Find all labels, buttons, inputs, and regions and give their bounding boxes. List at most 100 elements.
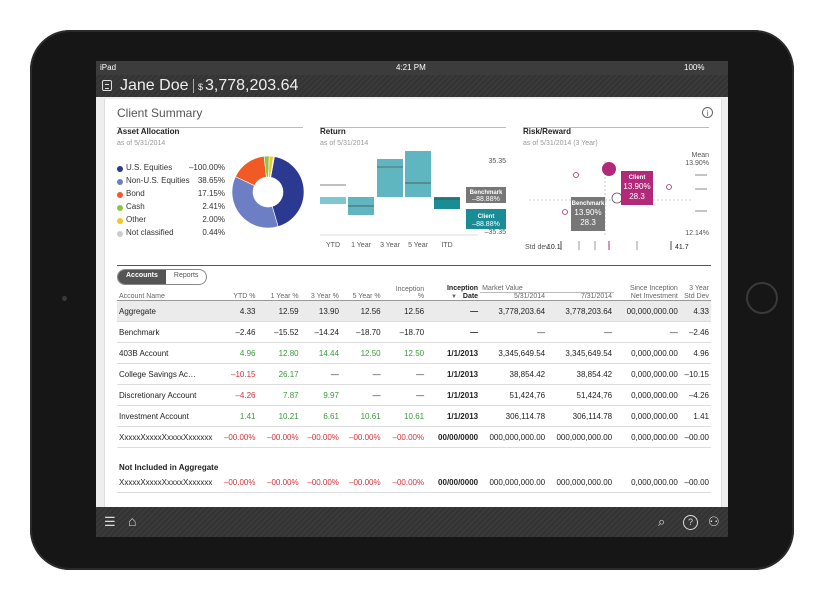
col-3year: 3 Year % [310,292,339,300]
cell-inception-date: — [426,300,481,322]
cell-ytd: 4.33 [214,300,258,322]
cell-std-dev: 4.33 [679,300,711,322]
cell-inc: — [382,384,427,406]
cell-ytd: –2.46 [214,321,258,343]
help-icon[interactable]: ? [683,515,698,530]
col-1year: 1 Year % [270,292,299,300]
table-row[interactable]: College Savings Ac… –10.15 26.17— — —1/1/201… [117,363,711,385]
legend-pct: 0.44% [202,228,225,237]
cell-net-investment: 0,000,000.00 [614,472,680,493]
search-icon[interactable]: ⌕ [658,514,666,529]
status-bar: iPad 4:21 PM 100% [96,61,728,75]
legend-pct: 38.65% [197,176,225,185]
risk-reward-asof: as of 5/31/2014 (3 Year) [523,140,598,147]
not-included-heading: Not Included in Aggregate [119,463,219,472]
benchmark-callout-value: –88.88% [472,196,500,203]
legend-item: Non-U.S. Equities 38.65% [117,176,225,189]
cell-mv1: — [480,321,548,343]
app-header: Jane Doe $3,778,203.64 [96,75,728,97]
allocation-legend: U.S. Equities –100.00% Non-U.S. Equities… [117,163,225,241]
scatter-point-highlight [602,162,616,176]
benchmark-callout-label: Benchmark [572,201,605,207]
account-name: Aggregate [117,300,215,322]
col-account-name: Account Name [119,292,165,300]
col-inception-date-2[interactable]: ▼ Date [450,292,479,300]
cell-std-dev: –00.00 [679,426,711,448]
info-icon[interactable]: i [702,107,713,118]
battery-level: 100% [684,63,705,72]
user-icon[interactable]: ⚇ [708,514,720,529]
client-summary-panel: Client Summary i Asset Allocation as of … [104,99,722,507]
return-bottom-value: –35.35 [485,229,507,236]
divider [117,265,711,266]
legend-pct: 2.41% [202,202,225,211]
camera [62,296,67,301]
cell-net-investment: 0,000,000.00 [614,363,680,385]
cell-mv1: 51,424,76 [480,384,548,406]
col-inception-date-1: Inception [446,285,479,293]
device-label: iPad [100,63,117,72]
cell-net-investment: 00,000,000.00 [614,300,680,322]
cell-y5: 12.56 [340,300,383,322]
legend-swatch [117,179,123,185]
asset-allocation-asof: as of 5/31/2014 [117,140,166,147]
legend-swatch [117,231,123,237]
sort-down-icon: ▼ [450,293,457,300]
cell-inc: –00.00% [382,426,427,448]
tab-reports[interactable]: Reports [173,272,199,279]
account-name: Discretionary Account [117,384,215,406]
bar-5year-client [405,151,431,197]
std-dev-max: 41.7 [675,244,689,251]
legend-item: Not classified 0.44% [117,228,225,241]
account-name: College Savings Ac… [117,363,215,385]
cell-mv2: — [547,321,615,343]
table-row[interactable]: Aggregate 4.33 12.59 13.90 12.56 12.56—3,778,… [117,300,711,322]
mean-top-value: 13.90% [685,160,709,167]
table-row[interactable]: Discretionary Account –4.26 7.87 9.97— —1/1/… [117,384,711,406]
cell-y1: 7.87 [257,384,301,406]
cell-y3: –00.00% [300,426,341,448]
cell-net-investment: 0,000,000.00 [614,405,680,427]
return-chart: 35.35 Benchmark –88.88% Client –88.88% –… [320,151,507,249]
std-dev-label: Std dev [525,244,549,251]
col-3year-std-2: Std Dev [684,292,709,300]
cell-net-investment: — [614,321,680,343]
cell-inc: 12.56 [382,300,427,322]
cell-ytd: 4.96 [214,342,258,364]
cell-mv1: 38,854.42 [480,363,548,385]
bar-3year-client [377,159,403,197]
cell-ytd: –00.00% [214,472,258,493]
benchmark-callout-label: Benchmark [470,190,503,196]
benchmark-callout [571,197,605,231]
hamburger-icon[interactable]: ☰ [104,514,116,529]
client-callout-value2: 28.3 [629,192,645,201]
cell-ytd: –4.26 [214,384,258,406]
table-row[interactable]: Benchmark –2.46 –15.52 –14.24 –18.70 –18.70— —… [117,321,711,343]
cell-inc: — [382,363,427,385]
cell-std-dev: –4.26 [679,384,711,406]
cell-mv2: 51,424,76 [547,384,615,406]
home-hardware-button[interactable] [746,282,778,314]
tab-accounts[interactable]: Accounts [118,270,166,284]
cell-ytd: –10.15 [214,363,258,385]
account-name: XxxxxXxxxxXxxxxXxxxxxx [117,426,215,448]
legend-item: U.S. Equities –100.00% [117,163,225,176]
benchmark-point [611,192,623,204]
table-row[interactable]: 403B Account 4.96 12.80 14.44 12.50 12.50 1/1/… [117,342,711,364]
legend-swatch [117,166,123,172]
scatter-point [666,184,672,190]
cell-mv2: 000,000,000.00 [547,472,615,493]
clock: 4:21 PM [396,63,426,72]
benchmark-callout [466,187,506,203]
bar-itd-client [434,197,460,209]
legend-item: Bond 17.15% [117,189,225,202]
table-row[interactable]: XxxxxXxxxxXxxxxXxxxxxx –00.00% –00.00% –00.… [117,426,711,448]
cell-y1: 12.80 [257,342,301,364]
home-icon[interactable]: ⌂ [128,513,137,529]
cell-y5: –00.00% [340,426,383,448]
list-icon[interactable] [102,80,112,91]
table-row[interactable]: Investment Account 1.41 10.21 6.61 10.61 10.6… [117,405,711,427]
table-row[interactable]: XxxxxXxxxxXxxxxXxxxxxx –00.00% –00.00% –00.… [117,472,711,493]
cell-inception-date: — [426,321,481,343]
cell-y3: –14.24 [300,321,341,343]
